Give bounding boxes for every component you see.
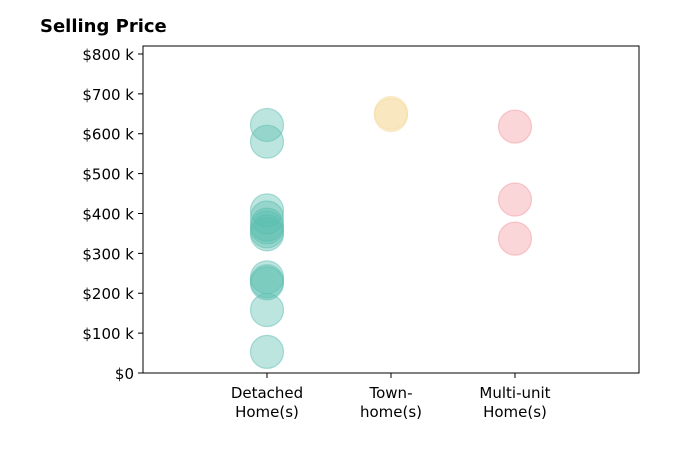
y-axis: $0 $100 k $200 k $300 k $400 k $500 k $600 k $7… — [82, 46, 143, 383]
scatter-point — [497, 221, 533, 256]
y-tick-label: $0 — [115, 365, 134, 383]
chart-title: Selling Price — [40, 16, 167, 37]
y-tick-label: $100 k — [82, 325, 134, 343]
y-tick-label: $200 k — [82, 285, 134, 303]
x-tick-label: Home(s) — [483, 403, 547, 421]
y-tick-label: $800 k — [82, 46, 134, 64]
x-tick-label: Home(s) — [235, 403, 299, 421]
x-tick-label: Multi-unit — [479, 384, 550, 402]
scatter-point — [249, 334, 285, 369]
scatter-point — [373, 97, 409, 133]
scatter-point — [249, 193, 285, 228]
scatter-points — [249, 95, 533, 369]
y-tick-label: $700 k — [82, 86, 134, 104]
y-tick-label: $500 k — [82, 166, 134, 184]
scatter-point — [249, 217, 285, 252]
x-axis: DetachedHome(s)Town-home(s)Multi-unitHom… — [231, 373, 551, 421]
y-tick-label: $300 k — [82, 245, 134, 263]
scatter-point — [497, 109, 533, 144]
plot-frame — [142, 45, 640, 374]
x-tick-label: Detached — [231, 384, 303, 402]
scatter-point — [249, 266, 285, 301]
y-tick-label: $400 k — [82, 205, 134, 223]
x-tick-label: home(s) — [360, 403, 422, 421]
scatter-point — [249, 124, 285, 159]
scatter-point — [497, 182, 533, 217]
y-tick-label: $600 k — [82, 126, 134, 144]
scatter-point — [249, 292, 285, 328]
x-tick-label: Town- — [369, 384, 413, 402]
